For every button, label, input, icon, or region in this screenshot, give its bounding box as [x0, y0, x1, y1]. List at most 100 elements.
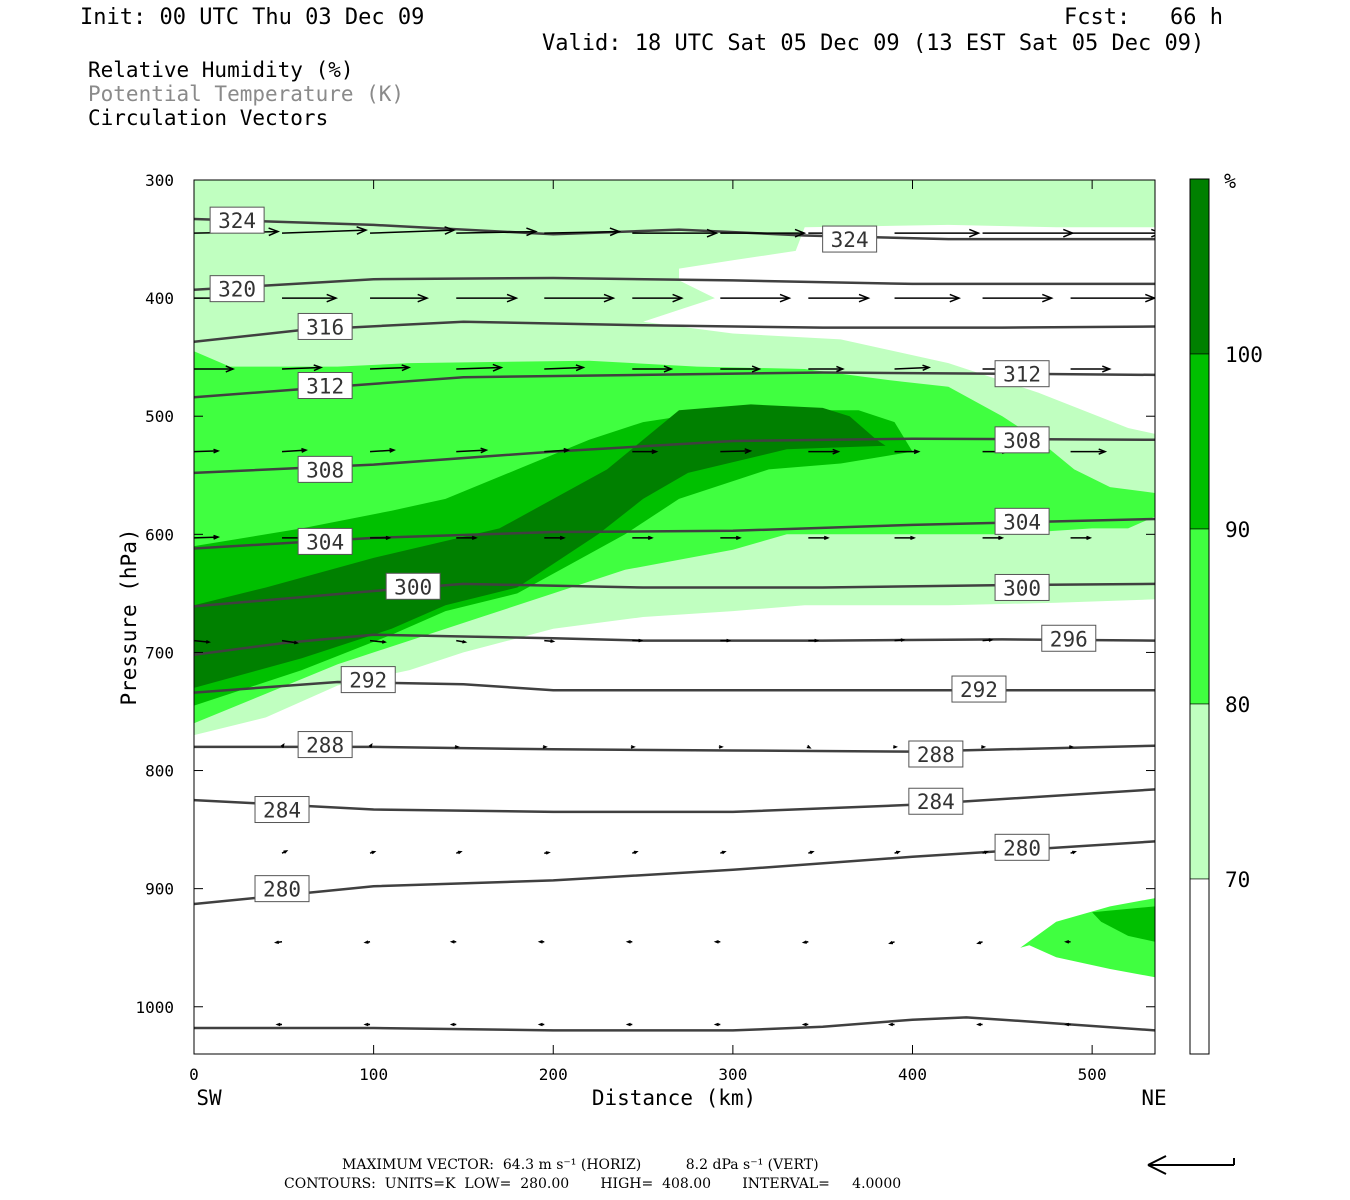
circulation-vector	[544, 535, 566, 541]
theta-label-284-1: 284	[917, 790, 955, 814]
theta-label-box-304-0	[297, 527, 353, 555]
x-tick-label: 100	[359, 1065, 388, 1084]
theta-label-320-0: 320	[218, 278, 256, 302]
theta-label-304-0: 304	[306, 530, 344, 554]
circulation-vector	[368, 742, 373, 748]
circulation-vector	[632, 365, 674, 373]
circulation-vector	[194, 448, 221, 454]
y-tick-label: 500	[145, 407, 174, 426]
theta-label-324-1: 324	[831, 228, 869, 252]
circulation-vector	[370, 226, 457, 235]
theta-label-300-0: 300	[394, 575, 432, 599]
contour-info: CONTOURS: UNITS=K LOW= 280.00 HIGH= 408.…	[284, 1176, 902, 1192]
theta-label-292-1: 292	[960, 678, 998, 702]
theta-label-box-280-1	[994, 833, 1050, 861]
circulation-vector	[806, 744, 812, 749]
y-tick-label: 700	[145, 643, 174, 662]
rh-fill-80-1	[194, 351, 1155, 724]
circulation-vector	[1070, 228, 1155, 238]
circulation-vector	[625, 1022, 633, 1027]
theta-label-312-1: 312	[1003, 363, 1041, 387]
theta-label-312-0: 312	[306, 375, 344, 399]
circulation-vector	[370, 364, 412, 372]
circulation-vector	[281, 850, 289, 854]
plot-frame	[193, 179, 1156, 1055]
theta-label-296-0: 296	[1050, 627, 1088, 651]
circulation-vector	[456, 293, 519, 303]
circulation-vector	[544, 227, 622, 237]
circulation-vector	[281, 639, 299, 645]
x-tick-label: 400	[898, 1065, 927, 1084]
theta-contour-320	[194, 276, 1155, 292]
theta-label-box-324-1	[822, 225, 878, 253]
theta-label-box-300-0	[385, 572, 441, 600]
y-tick-label: 600	[145, 525, 174, 544]
circulation-vector	[456, 850, 463, 855]
colorbar-frame	[1189, 178, 1210, 1055]
circulation-vector	[456, 447, 489, 454]
theta-label-box-296-0	[1041, 624, 1097, 652]
x-tick-label: 200	[539, 1065, 568, 1084]
rh-fill-90-4	[1092, 906, 1155, 942]
circulation-vector	[449, 940, 457, 944]
circulation-vector	[544, 639, 556, 643]
circulation-vector	[1064, 940, 1071, 944]
circulation-vector	[544, 851, 551, 855]
circulation-vector	[1069, 745, 1075, 749]
colorbar-tick-label: 70	[1225, 868, 1250, 892]
legend-theta: Potential Temperature (K)	[88, 82, 405, 106]
circulation-vector	[720, 535, 742, 540]
x-tick-label: 300	[718, 1065, 747, 1084]
circulation-vector	[194, 365, 236, 373]
colorbar-segment	[1189, 528, 1210, 705]
colorbar-unit: %	[1224, 169, 1236, 193]
theta-label-box-308-0	[297, 455, 353, 483]
circulation-vector	[808, 850, 815, 855]
circulation-vector	[894, 535, 917, 540]
circulation-vector	[456, 363, 504, 372]
theta-label-300-1: 300	[1003, 576, 1041, 600]
circulation-vector	[281, 447, 308, 453]
y-axis-label: Pressure (hPa)	[117, 528, 141, 705]
circulation-vector	[976, 1022, 983, 1027]
x-tick-label: 0	[189, 1065, 199, 1084]
circulation-vector	[632, 638, 644, 643]
theta-label-box-324-0	[209, 206, 265, 234]
theta-contour-292	[194, 680, 1155, 694]
circulation-vector	[363, 940, 371, 944]
circulation-vector	[281, 226, 369, 235]
colorbar-segment	[1189, 178, 1210, 355]
circulation-vector	[808, 448, 841, 455]
theta-contour-296	[194, 633, 1155, 657]
rh-fill-100-5	[194, 404, 886, 688]
circulation-vector	[982, 638, 994, 642]
circulation-vector	[194, 639, 211, 644]
theta-contour-284	[194, 788, 1155, 814]
theta-label-box-292-0	[340, 666, 396, 694]
reference-vector-arrow	[1147, 1155, 1235, 1175]
circulation-vector	[1070, 293, 1155, 303]
x-tick-label: 500	[1078, 1065, 1107, 1084]
circulation-vector	[982, 850, 989, 855]
theta-label-box-312-0	[297, 372, 353, 400]
circulation-vector	[632, 449, 659, 455]
circulation-vector	[894, 638, 906, 642]
circulation-vector	[537, 940, 545, 944]
circulation-vector	[808, 293, 871, 303]
circulation-vector	[893, 745, 898, 749]
theta-label-box-316-0	[297, 312, 353, 340]
circulation-vector	[808, 365, 845, 373]
circulation-vector	[370, 293, 430, 303]
circulation-vector	[894, 364, 932, 371]
circulation-vector	[194, 534, 221, 540]
circulation-vector	[1070, 365, 1112, 373]
circulation-vector	[801, 1022, 809, 1027]
circulation-vector	[720, 850, 727, 855]
circulation-vector	[894, 449, 921, 455]
circulation-vector	[894, 293, 962, 303]
circulation-vector	[282, 293, 339, 303]
theta-label-box-284-0	[254, 796, 310, 824]
theta-label-288-1: 288	[917, 743, 955, 767]
circulation-vector	[887, 1022, 895, 1027]
